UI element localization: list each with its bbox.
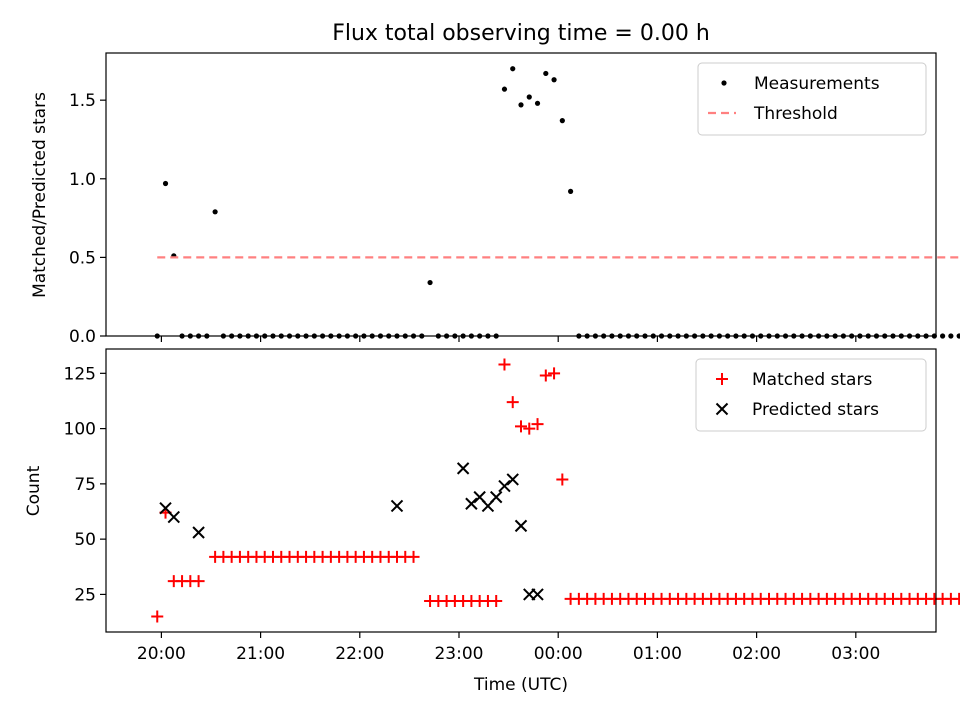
measurements-point (212, 209, 218, 215)
legend-top: Measurements Threshold (697, 62, 927, 136)
measurements-point (526, 94, 532, 100)
matched-point (539, 369, 552, 382)
predicted-point (506, 473, 519, 486)
series-predicted (159, 462, 544, 601)
legend-swatch-measurements (721, 80, 727, 86)
predicted-point (456, 462, 470, 475)
y-tick-label-bottom: 100 (64, 420, 96, 440)
y-tick-label-bottom: 50 (74, 530, 96, 550)
legend-swatch-predicted (715, 402, 729, 416)
predicted-point (465, 497, 478, 510)
measurements-point (427, 279, 433, 286)
plot-area-bottom: 25 50 75 100 125 20:00 21:00 22:00 23:00 00:00 01:… (64, 358, 960, 664)
matched-point (548, 367, 561, 380)
flux-ratio-panel: Flux total observing time = 0.00 h Match… (30, 21, 960, 347)
measurements-point (940, 333, 946, 339)
series-measurements (154, 66, 960, 339)
axes-frame-top (105, 52, 937, 337)
measurements-point (501, 86, 508, 92)
measurements-point (518, 102, 524, 108)
legend-bottom: Matched stars Predicted stars (695, 358, 927, 432)
x-tick-label: 23:00 (434, 644, 483, 664)
predicted-point (167, 510, 180, 524)
measurements-point (559, 118, 565, 124)
axes-frame-bottom (105, 348, 937, 633)
matched-point (498, 358, 511, 371)
y-tick-label-bottom: 25 (74, 585, 96, 605)
measurements-point (551, 77, 557, 83)
legend-box-top (697, 62, 927, 136)
legend-label-threshold: Threshold (753, 104, 838, 124)
y-tick-label-bottom: 125 (64, 364, 96, 384)
star-count-panel: Count 25 50 75 100 125 20:00 21:00 22:00 23:00 00… (24, 348, 960, 695)
measurements-point (162, 180, 169, 187)
legend-swatch-matched (716, 373, 728, 385)
predicted-point (192, 526, 205, 539)
y-tick-label-top: 0.0 (69, 327, 96, 347)
matched-point (515, 420, 527, 433)
measurements-point (510, 66, 516, 72)
measurements-point (956, 333, 960, 339)
x-tick-label: 20:00 (137, 644, 186, 664)
y-tick-label-top: 1.5 (69, 91, 96, 111)
y-tick-label-bottom: 75 (74, 475, 96, 495)
legend-label-predicted: Predicted stars (752, 400, 879, 420)
x-tick-label: 03:00 (831, 644, 880, 664)
predicted-point (390, 499, 404, 513)
predicted-point (498, 479, 511, 493)
plot-area-top: 0.0 0.5 1.0 1.5 (69, 66, 960, 347)
x-tick-label: 21:00 (236, 644, 285, 664)
predicted-point (531, 588, 544, 601)
y-axis-label-top: Matched/Predicted stars (30, 92, 50, 298)
y-tick-label-top: 0.5 (69, 248, 96, 268)
matched-point (506, 396, 519, 409)
y-axis-label-bottom: Count (24, 465, 44, 516)
x-tick-label: 02:00 (732, 644, 781, 664)
matched-point (953, 592, 960, 605)
matched-point (407, 550, 420, 563)
measurements-point (543, 70, 549, 77)
matched-point (490, 595, 503, 608)
x-tick-label: 00:00 (534, 644, 583, 664)
legend-label-matched: Matched stars (752, 370, 872, 390)
matched-point (523, 422, 536, 435)
measurements-point (948, 333, 954, 339)
matched-point (192, 575, 205, 588)
measurements-point (534, 100, 541, 106)
measurements-point (568, 188, 574, 194)
legend-box-bottom (695, 358, 927, 432)
matched-point (151, 610, 164, 623)
matched-point (531, 418, 544, 431)
legend-label-measurements: Measurements (754, 74, 880, 94)
predicted-point (514, 519, 528, 533)
x-tick-label: 01:00 (633, 644, 682, 664)
x-tick-label: 22:00 (335, 644, 384, 664)
predicted-point (489, 490, 503, 504)
chart-title: Flux total observing time = 0.00 h (332, 21, 710, 46)
y-tick-label-top: 1.0 (69, 170, 96, 190)
matched-point (556, 473, 569, 486)
x-axis-label: Time (UTC) (473, 675, 568, 695)
